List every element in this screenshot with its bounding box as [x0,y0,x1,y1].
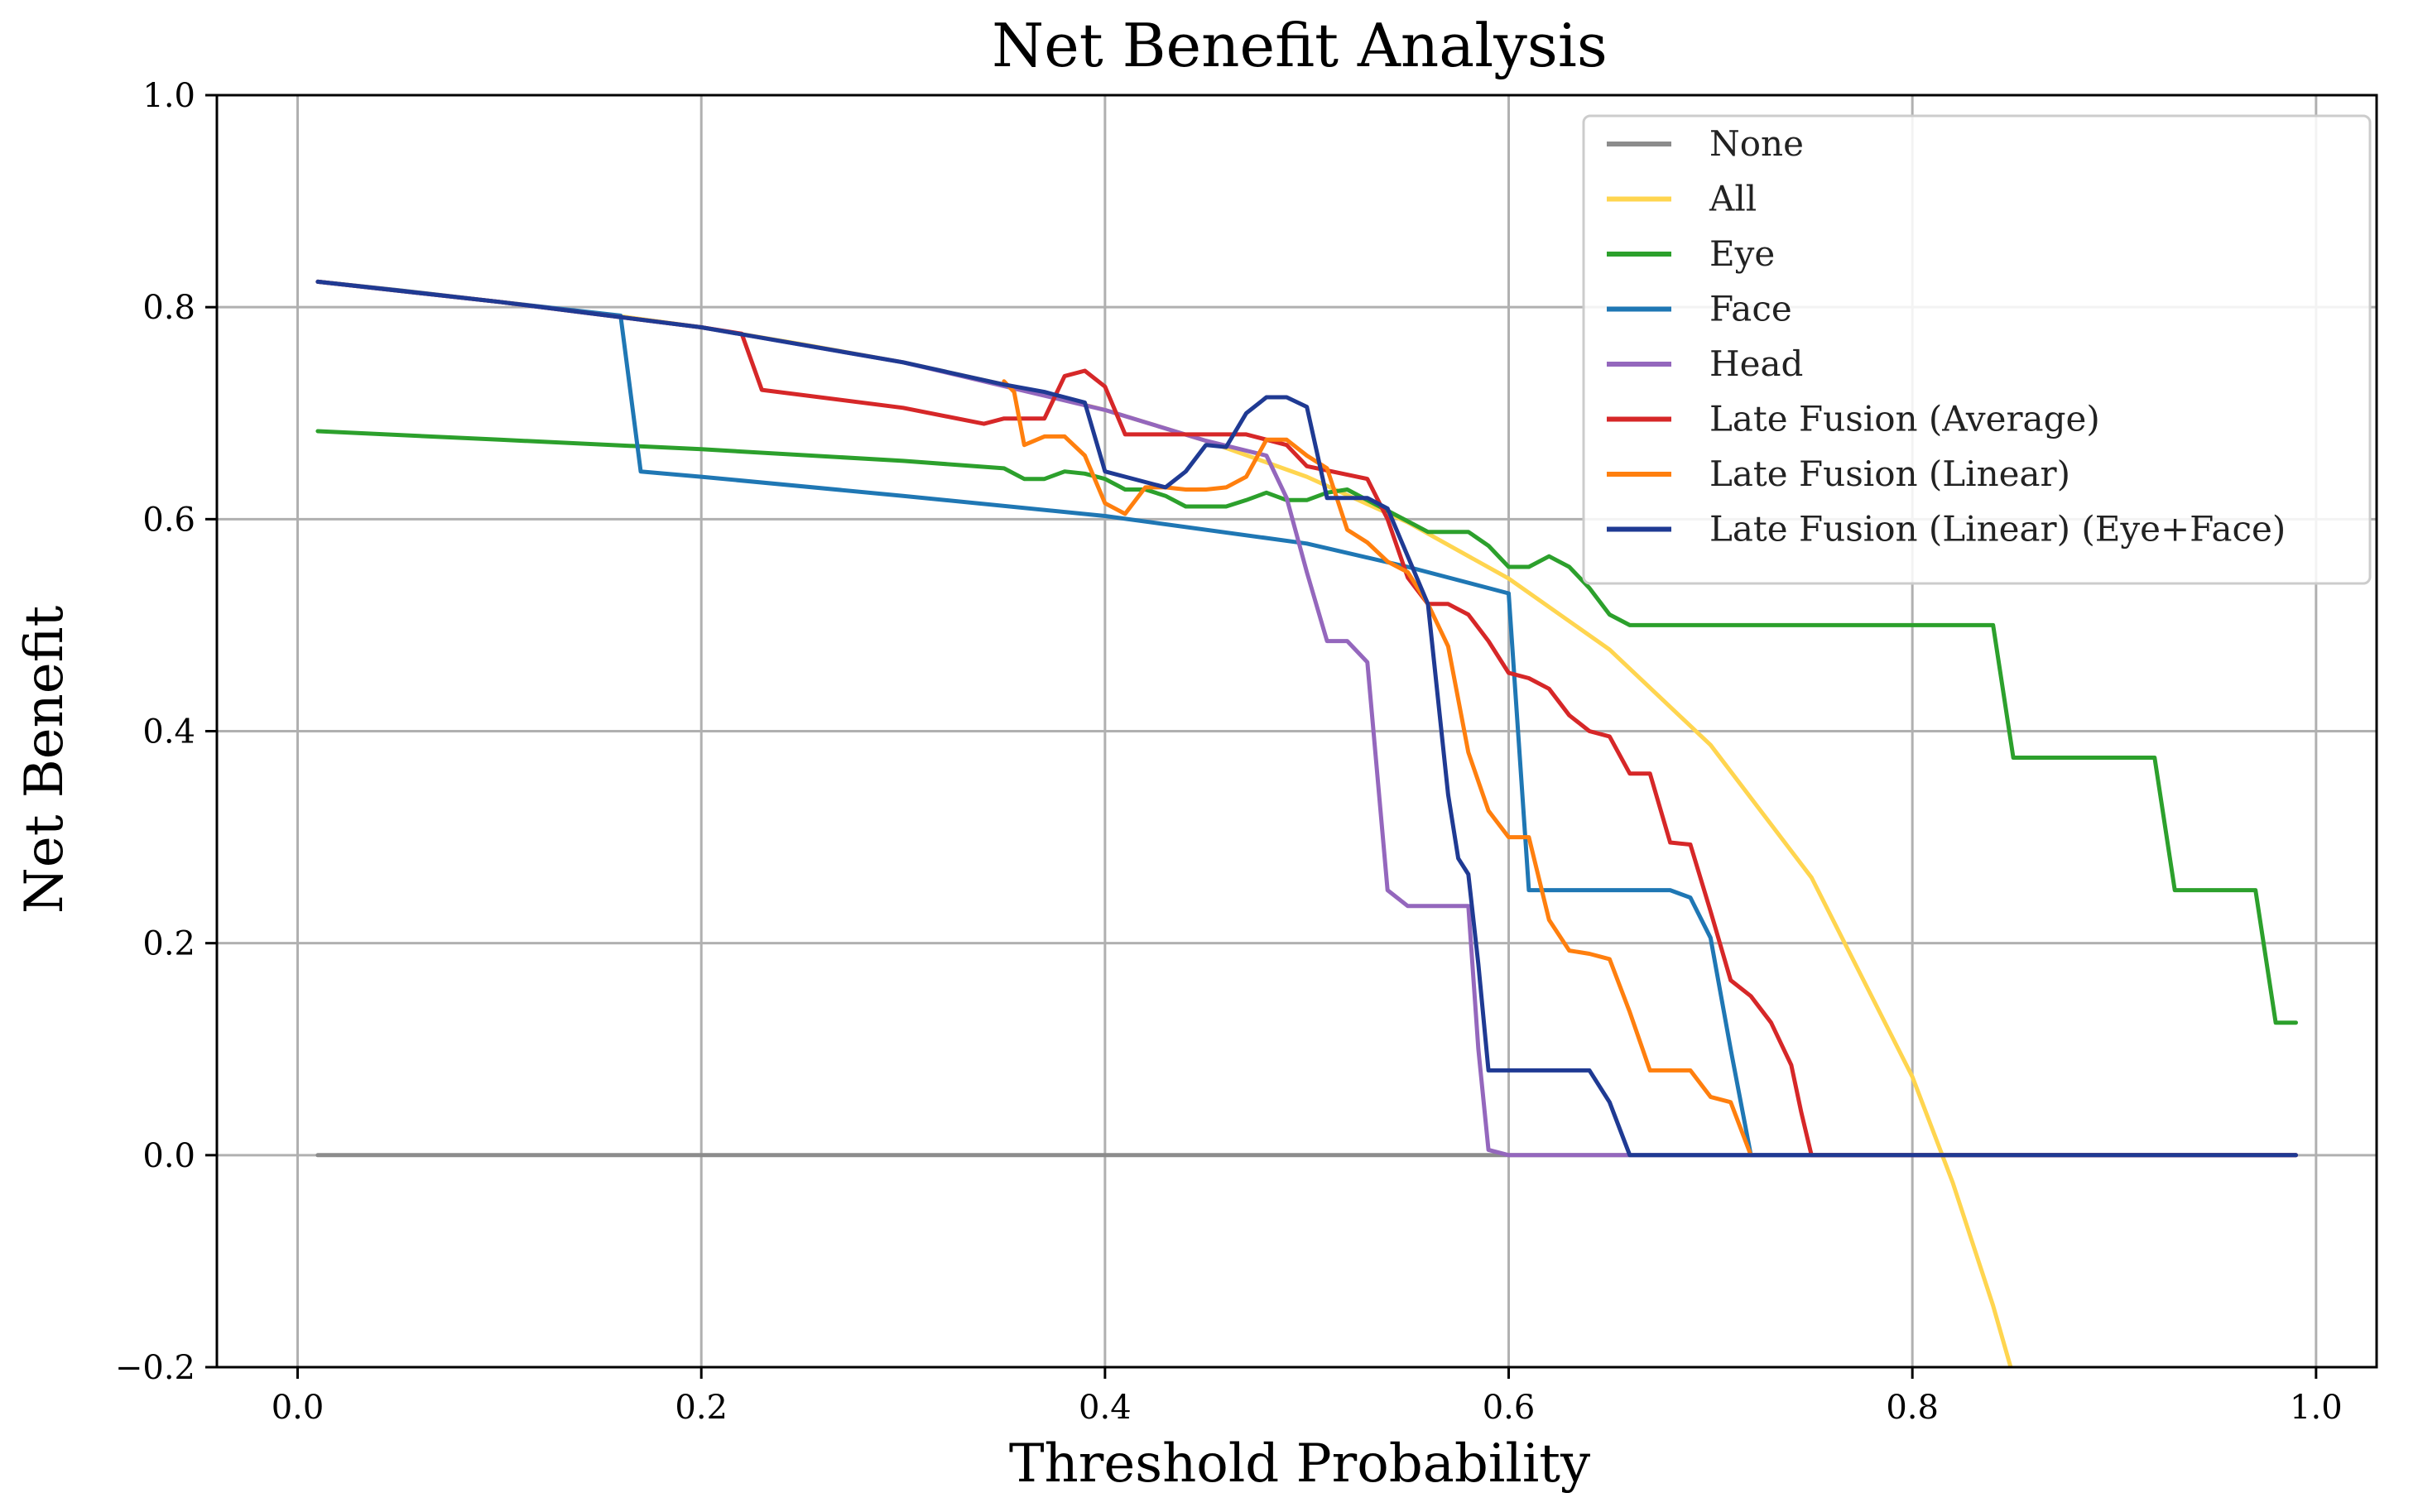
series-line-late-fusion-linear [1002,379,1753,1158]
series-line-late-fusion-linear-eye-face [315,279,2298,1158]
legend-label-face: Face [1709,289,1792,329]
x-tick-label: 1.0 [2290,1389,2343,1427]
y-tick-label: 0.4 [142,713,195,751]
chart-title: Net Benefit Analysis [992,11,1608,80]
legend-label-all: All [1709,179,1757,219]
y-tick-label: −0.2 [115,1349,195,1387]
y-tick-label: 0.0 [142,1137,195,1175]
legend-label-eye: Eye [1709,233,1775,274]
legend-box [1582,114,2372,585]
y-axis-label: Net Benefit [14,606,75,914]
y-tick-label: 1.0 [142,77,195,115]
y-tick-label: 0.6 [142,501,195,539]
x-axis-label: Threshold Probability [1009,1433,1590,1495]
legend-label-none: None [1709,123,1804,164]
series-line-face [315,279,2298,1158]
legend-label-late-fusion-linear: Late Fusion (Linear) [1709,454,2070,494]
x-tick-label: 0.4 [1079,1389,1132,1427]
x-tick-label: 0.2 [675,1389,728,1427]
legend-label-late-fusion-average: Late Fusion (Average) [1709,399,2100,439]
legend-label-late-fusion-linear-eye-face: Late Fusion (Linear) (Eye+Face) [1709,509,2286,550]
x-tick-label: 0.6 [1483,1389,1536,1427]
series-line-late-fusion-average [315,279,2298,1158]
y-tick-label: 0.8 [142,289,195,327]
y-tick-label: 0.2 [142,925,195,963]
x-tick-label: 0.0 [272,1389,324,1427]
axis-ticks: 0.0 0.2 0.4 0.6 0.8 1.0 −0.2 0.0 0.2 0.4 0.6 0.8 1.0 [115,77,2343,1427]
series-layer [315,279,2298,1367]
legend-label-head: Head [1709,343,1803,384]
x-tick-label: 0.8 [1886,1389,1939,1427]
legend: None All Eye Face Head Late Fusion (Average) L… [1582,114,2372,585]
